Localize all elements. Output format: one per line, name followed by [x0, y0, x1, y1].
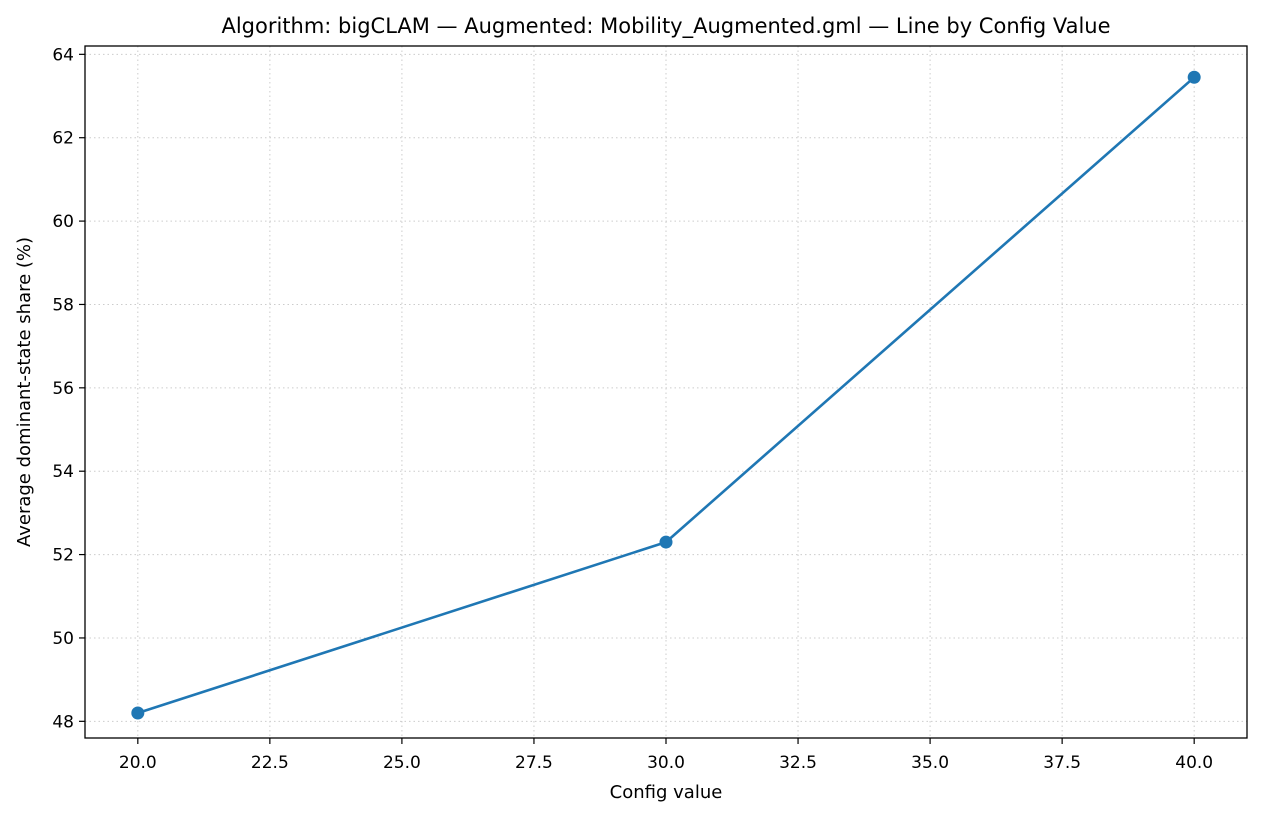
chart-title: Algorithm: bigCLAM — Augmented: Mobility… [221, 14, 1110, 39]
data-point [131, 706, 145, 720]
data-point [1187, 70, 1201, 84]
y-tick-label: 58 [52, 295, 74, 315]
x-tick-label: 27.5 [515, 753, 553, 773]
y-tick-label: 54 [52, 462, 74, 482]
x-tick-label: 35.0 [911, 753, 949, 773]
data-point [659, 535, 673, 549]
x-tick-label: 22.5 [251, 753, 289, 773]
y-tick-label: 56 [52, 379, 74, 399]
x-tick-label: 37.5 [1043, 753, 1081, 773]
y-tick-label: 64 [52, 45, 74, 65]
y-tick-label: 48 [52, 712, 74, 732]
y-tick-label: 60 [52, 212, 74, 232]
y-axis-label: Average dominant-state share (%) [14, 237, 35, 547]
x-tick-label: 25.0 [383, 753, 421, 773]
y-tick-label: 52 [52, 546, 74, 566]
grid [85, 46, 1247, 738]
x-tick-label: 20.0 [119, 753, 157, 773]
tick-layer: 20.0 22.5 25.0 27.5 30.0 32.5 35.0 37.5 40.0 48 50… [52, 45, 1213, 773]
x-tick-label: 40.0 [1175, 753, 1213, 773]
x-tick-label: 30.0 [647, 753, 685, 773]
series-layer [131, 70, 1201, 720]
x-axis-label: Config value [610, 782, 723, 803]
x-tick-label: 32.5 [779, 753, 817, 773]
y-tick-label: 50 [52, 629, 74, 649]
y-tick-label: 62 [52, 129, 74, 149]
